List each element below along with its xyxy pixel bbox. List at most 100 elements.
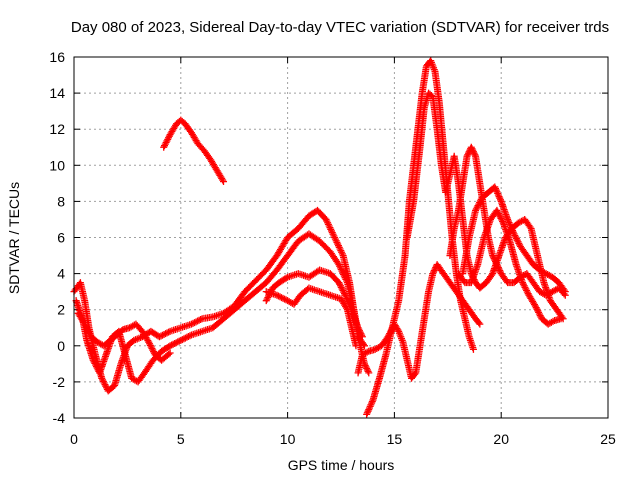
- data-point-marker: [358, 333, 366, 341]
- data-point-marker: [495, 193, 503, 201]
- data-point-marker: [504, 215, 512, 223]
- data-point-marker: [335, 243, 343, 251]
- data-point-marker: [263, 295, 271, 303]
- data-point-marker: [282, 274, 290, 282]
- data-point-marker: [368, 398, 376, 406]
- data-point-marker: [84, 326, 92, 334]
- data-point-marker: [560, 286, 568, 294]
- data-point-marker: [331, 234, 339, 241]
- data-point-marker: [365, 404, 373, 412]
- series-track-j: [459, 183, 569, 296]
- data-point-marker: [470, 149, 478, 157]
- data-point-marker: [331, 235, 339, 243]
- data-point-marker: [523, 287, 531, 295]
- data-point-marker: [492, 258, 500, 266]
- data-point-marker: [150, 348, 158, 356]
- axis-ticks: -4 -2 0 2 4 6 8 10 12 14 16 0 5 10 15 20 25: [49, 49, 616, 447]
- data-point-marker: [342, 304, 350, 312]
- data-point-marker: [364, 407, 372, 415]
- data-point-marker: [340, 290, 348, 298]
- data-point-marker: [513, 236, 521, 244]
- data-point-marker: [512, 235, 520, 243]
- data-point-marker: [476, 199, 484, 207]
- data-point-marker: [368, 399, 376, 407]
- data-point-marker: [219, 176, 227, 184]
- data-point-marker: [494, 191, 502, 199]
- data-point-marker: [336, 262, 344, 270]
- data-point-marker: [184, 333, 192, 341]
- data-point-marker: [510, 230, 518, 238]
- data-point-marker: [328, 229, 336, 237]
- data-point-marker: [322, 215, 330, 223]
- data-point-marker: [506, 222, 514, 230]
- data-point-marker: [535, 308, 543, 316]
- data-point-marker: [489, 252, 497, 260]
- data-point-marker: [327, 225, 335, 233]
- data-point-marker: [273, 291, 281, 299]
- data-point-marker: [341, 291, 349, 299]
- data-point-marker: [281, 295, 289, 303]
- data-point-marker: [85, 328, 93, 336]
- data-point-marker: [521, 283, 529, 291]
- data-point-marker: [557, 315, 565, 323]
- data-point-marker: [98, 374, 106, 382]
- data-point-marker: [430, 268, 438, 276]
- data-point-marker: [177, 336, 185, 344]
- data-point-marker: [172, 339, 180, 347]
- y-tick-label: 4: [57, 266, 65, 282]
- data-point-marker: [338, 267, 346, 275]
- data-point-marker: [491, 256, 499, 264]
- data-point-marker: [520, 282, 528, 290]
- data-point-marker: [519, 280, 527, 288]
- data-point-marker: [189, 319, 197, 327]
- data-point-marker: [276, 293, 284, 301]
- data-point-marker: [334, 242, 342, 250]
- data-point-marker: [356, 328, 364, 336]
- data-point-marker: [476, 320, 484, 328]
- data-point-marker: [340, 288, 348, 296]
- data-point-marker: [363, 410, 371, 418]
- data-point-marker: [169, 340, 177, 348]
- data-point-marker: [512, 233, 520, 241]
- data-point-marker: [327, 227, 335, 235]
- data-point-marker: [181, 334, 189, 342]
- data-point-marker: [165, 134, 173, 142]
- x-tick-label: 0: [70, 431, 78, 447]
- data-point-marker: [340, 270, 348, 278]
- data-point-marker: [100, 379, 108, 387]
- data-point-marker: [165, 328, 173, 336]
- data-point-marker: [532, 304, 540, 312]
- data-point-marker: [531, 302, 539, 310]
- data-point-marker: [549, 317, 557, 325]
- series-track-b: [72, 230, 373, 386]
- data-point-marker: [509, 227, 517, 235]
- data-point-marker: [507, 223, 515, 231]
- data-point-marker: [493, 261, 501, 269]
- data-point-marker: [335, 261, 343, 269]
- data-point-marker: [282, 296, 290, 304]
- data-point-marker: [366, 402, 374, 410]
- x-tick-label: 25: [600, 431, 616, 447]
- y-axis-label: SDTVAR / TECUs: [6, 182, 22, 294]
- y-tick-label: -4: [53, 410, 66, 426]
- data-point-marker: [526, 223, 534, 231]
- data-point-marker: [334, 240, 342, 248]
- data-point-marker: [82, 323, 90, 331]
- x-tick-label: 10: [280, 431, 296, 447]
- data-point-marker: [102, 382, 110, 390]
- data-point-marker: [495, 265, 503, 273]
- data-point-marker: [363, 409, 371, 417]
- data-point-marker: [187, 320, 195, 328]
- data-point-marker: [489, 253, 497, 261]
- data-point-marker: [473, 203, 481, 211]
- data-point-marker: [90, 358, 98, 366]
- data-point-marker: [534, 307, 542, 315]
- data-point-marker: [491, 183, 499, 191]
- data-point-marker: [362, 363, 370, 371]
- data-point-marker: [81, 322, 89, 330]
- data-point-marker: [91, 359, 99, 367]
- data-point-marker: [496, 267, 504, 275]
- series-track-h: [403, 89, 567, 323]
- data-point-marker: [164, 135, 172, 143]
- data-point-marker: [262, 297, 270, 305]
